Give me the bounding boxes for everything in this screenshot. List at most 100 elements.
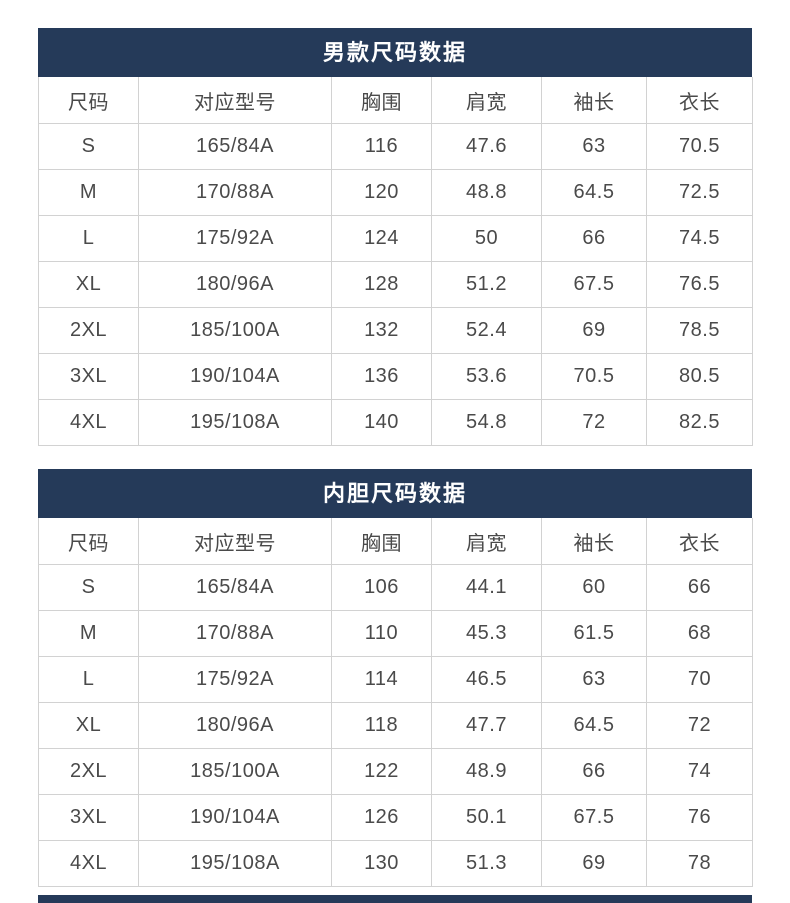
value-cell: 47.7 (431, 702, 542, 749)
table-row: 3XL 190/104A 126 50.1 67.5 76 (38, 794, 753, 841)
table-row: L 175/92A 124 50 66 74.5 (38, 215, 753, 262)
value-cell: 72.5 (646, 169, 753, 216)
value-cell: 78.5 (646, 307, 753, 354)
size-cell: 2XL (38, 307, 139, 354)
table-row: L 175/92A 114 46.5 63 70 (38, 656, 753, 703)
value-cell: 190/104A (138, 794, 332, 841)
value-cell: 185/100A (138, 307, 332, 354)
value-cell: 52.4 (431, 307, 542, 354)
column-header-row: 尺码 对应型号 胸围 肩宽 袖长 衣长 (38, 518, 753, 565)
column-header: 肩宽 (431, 77, 542, 124)
value-cell: 66 (541, 215, 647, 262)
column-header: 对应型号 (138, 77, 332, 124)
size-cell: S (38, 564, 139, 611)
value-cell: 165/84A (138, 123, 332, 170)
liner-size-table: 尺码 对应型号 胸围 肩宽 袖长 衣长 S 165/84A 106 44.1 60 66 M 170/8… (38, 518, 753, 887)
value-cell: 136 (331, 353, 432, 400)
value-cell: 47.6 (431, 123, 542, 170)
column-header: 肩宽 (431, 518, 542, 565)
size-cell: M (38, 610, 139, 657)
mens-size-table-block: 男款尺码数据 尺码 对应型号 胸围 肩宽 袖长 衣长 S 165/84A 116 47.6 63 7… (38, 28, 753, 446)
value-cell: 51.3 (431, 840, 542, 887)
value-cell: 170/88A (138, 610, 332, 657)
value-cell: 48.9 (431, 748, 542, 795)
value-cell: 70 (646, 656, 753, 703)
value-cell: 76.5 (646, 261, 753, 308)
column-header: 胸围 (331, 77, 432, 124)
value-cell: 68 (646, 610, 753, 657)
value-cell: 195/108A (138, 399, 332, 446)
value-cell: 175/92A (138, 215, 332, 262)
next-table-header-partial (38, 895, 752, 903)
column-header: 尺码 (38, 518, 139, 565)
mens-size-table: 尺码 对应型号 胸围 肩宽 袖长 衣长 S 165/84A 116 47.6 63 70.5 M 170… (38, 77, 753, 446)
value-cell: 170/88A (138, 169, 332, 216)
value-cell: 50 (431, 215, 542, 262)
value-cell: 69 (541, 307, 647, 354)
value-cell: 76 (646, 794, 753, 841)
column-header: 尺码 (38, 77, 139, 124)
size-cell: L (38, 215, 139, 262)
value-cell: 110 (331, 610, 432, 657)
value-cell: 185/100A (138, 748, 332, 795)
column-header: 衣长 (646, 77, 753, 124)
value-cell: 72 (646, 702, 753, 749)
value-cell: 72 (541, 399, 647, 446)
liner-size-table-block: 内胆尺码数据 尺码 对应型号 胸围 肩宽 袖长 衣长 S 165/84A 106 44.1 60 6… (38, 469, 753, 887)
value-cell: 64.5 (541, 169, 647, 216)
table-row: S 165/84A 116 47.6 63 70.5 (38, 123, 753, 170)
size-cell: M (38, 169, 139, 216)
value-cell: 51.2 (431, 261, 542, 308)
value-cell: 118 (331, 702, 432, 749)
table-row: 3XL 190/104A 136 53.6 70.5 80.5 (38, 353, 753, 400)
value-cell: 190/104A (138, 353, 332, 400)
value-cell: 45.3 (431, 610, 542, 657)
value-cell: 66 (646, 564, 753, 611)
column-header-row: 尺码 对应型号 胸围 肩宽 袖长 衣长 (38, 77, 753, 124)
value-cell: 114 (331, 656, 432, 703)
value-cell: 48.8 (431, 169, 542, 216)
value-cell: 67.5 (541, 261, 647, 308)
value-cell: 78 (646, 840, 753, 887)
column-header: 胸围 (331, 518, 432, 565)
size-cell: 4XL (38, 399, 139, 446)
table-row: 4XL 195/108A 140 54.8 72 82.5 (38, 399, 753, 446)
value-cell: 66 (541, 748, 647, 795)
value-cell: 63 (541, 123, 647, 170)
table-row: XL 180/96A 118 47.7 64.5 72 (38, 702, 753, 749)
value-cell: 120 (331, 169, 432, 216)
column-header: 袖长 (541, 77, 647, 124)
value-cell: 46.5 (431, 656, 542, 703)
table-row: M 170/88A 120 48.8 64.5 72.5 (38, 169, 753, 216)
value-cell: 116 (331, 123, 432, 170)
column-header: 衣长 (646, 518, 753, 565)
value-cell: 126 (331, 794, 432, 841)
liner-size-table-title: 内胆尺码数据 (38, 469, 752, 518)
value-cell: 180/96A (138, 702, 332, 749)
value-cell: 106 (331, 564, 432, 611)
value-cell: 124 (331, 215, 432, 262)
value-cell: 44.1 (431, 564, 542, 611)
column-header: 袖长 (541, 518, 647, 565)
table-row: 2XL 185/100A 122 48.9 66 74 (38, 748, 753, 795)
size-cell: 4XL (38, 840, 139, 887)
value-cell: 165/84A (138, 564, 332, 611)
value-cell: 61.5 (541, 610, 647, 657)
table-row: S 165/84A 106 44.1 60 66 (38, 564, 753, 611)
table-row: 2XL 185/100A 132 52.4 69 78.5 (38, 307, 753, 354)
value-cell: 130 (331, 840, 432, 887)
size-cell: 3XL (38, 794, 139, 841)
value-cell: 74 (646, 748, 753, 795)
size-cell: S (38, 123, 139, 170)
value-cell: 70.5 (646, 123, 753, 170)
value-cell: 180/96A (138, 261, 332, 308)
value-cell: 69 (541, 840, 647, 887)
table-row: 4XL 195/108A 130 51.3 69 78 (38, 840, 753, 887)
value-cell: 195/108A (138, 840, 332, 887)
mens-size-table-title: 男款尺码数据 (38, 28, 752, 77)
table-row: M 170/88A 110 45.3 61.5 68 (38, 610, 753, 657)
value-cell: 64.5 (541, 702, 647, 749)
value-cell: 80.5 (646, 353, 753, 400)
value-cell: 74.5 (646, 215, 753, 262)
size-cell: 2XL (38, 748, 139, 795)
